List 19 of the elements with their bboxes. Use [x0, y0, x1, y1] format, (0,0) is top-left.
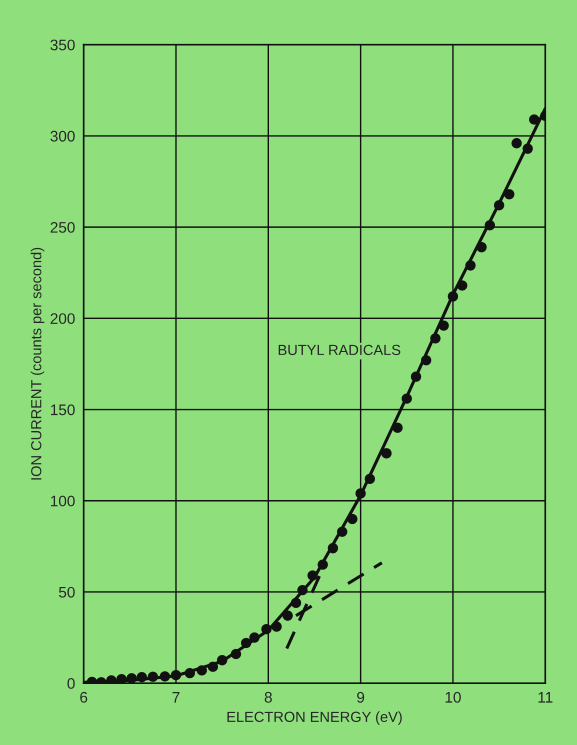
point [381, 448, 392, 458]
x-tick-label: 7 [172, 692, 180, 703]
y-tick-label: 50 [58, 586, 75, 598]
y-tick-label: 200 [50, 313, 75, 324]
x-axis-title: ELECTRON ENERGY (eV) [227, 711, 402, 725]
x-tick-label: 10 [446, 692, 461, 703]
x-tick-label: 11 [538, 692, 552, 703]
annotation: BUTYL RADICALS [278, 344, 400, 356]
x-tick-label: 6 [80, 692, 88, 703]
y-tick-label: 150 [51, 404, 75, 416]
y-tick-label: 350 [50, 40, 75, 50]
x-tick-label: 9 [357, 692, 364, 703]
y-axis-title: ION CURRENT (counts per second) [30, 248, 44, 480]
x-tick-label: 8 [264, 692, 272, 703]
y-tick-label: 0 [67, 678, 75, 689]
y-tick-label: 250 [50, 222, 75, 233]
y-tick-label: 300 [50, 130, 75, 142]
y-tick-label: 100 [51, 496, 75, 506]
point [511, 138, 522, 148]
